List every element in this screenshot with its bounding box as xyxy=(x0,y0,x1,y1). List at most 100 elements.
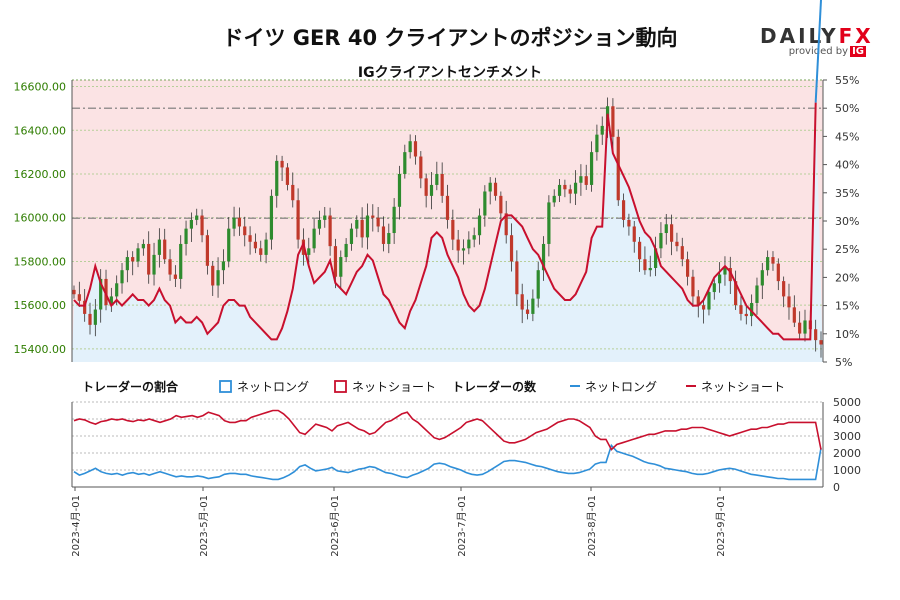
candle-body xyxy=(152,254,156,275)
candle-body xyxy=(531,298,535,314)
right-axis-tick: 50% xyxy=(835,102,859,115)
candle-body xyxy=(333,246,338,277)
left-axis-tick: 15800.00 xyxy=(14,255,67,268)
x-axis-tick: 2023-8月-01 xyxy=(586,495,598,557)
candle-body xyxy=(691,276,695,297)
left-axis-tick: 16400.00 xyxy=(14,124,67,137)
candle-body xyxy=(381,226,386,244)
candle-body xyxy=(771,257,775,264)
candle-body xyxy=(766,257,770,271)
candle-body xyxy=(328,215,332,247)
candle-body xyxy=(520,294,524,310)
candle-body xyxy=(349,228,354,244)
candle-body xyxy=(659,233,663,249)
candle-body xyxy=(376,217,380,227)
candle-body xyxy=(483,191,487,216)
candle-body xyxy=(419,156,423,179)
candle-body xyxy=(83,300,87,314)
candle-body xyxy=(616,136,620,201)
candle-body xyxy=(627,219,631,227)
candle-body xyxy=(573,182,578,194)
candle-body xyxy=(584,176,588,185)
candle-body xyxy=(136,248,140,262)
right-axis-tick: 5% xyxy=(835,356,852,369)
candle-body xyxy=(621,200,626,220)
candle-body xyxy=(253,241,258,249)
candle-body xyxy=(157,239,161,255)
candle-body xyxy=(285,167,290,185)
legend-count-title: トレーダーの数 xyxy=(452,379,537,394)
candle-body xyxy=(739,305,743,314)
legend-long-count-label: ネットロング xyxy=(585,380,657,394)
candle-body xyxy=(803,320,807,334)
candle-body xyxy=(445,195,450,220)
legend-ratio-title: トレーダーの割合 xyxy=(82,379,179,394)
candle-body xyxy=(168,259,172,275)
right-axis-tick: 15% xyxy=(835,300,859,313)
left-axis-tick: 15600.00 xyxy=(14,299,67,312)
candle-body xyxy=(472,235,476,240)
candle-body xyxy=(611,106,615,137)
candle-body xyxy=(632,226,636,242)
candle-body xyxy=(680,246,684,260)
candle-body xyxy=(456,239,460,251)
candle-body xyxy=(88,313,92,325)
candle-body xyxy=(115,283,119,297)
candle-body xyxy=(712,283,716,293)
candle-body xyxy=(467,239,471,249)
candle-body xyxy=(643,259,647,271)
candle-body xyxy=(525,309,530,314)
candle-body xyxy=(819,340,823,345)
x-axis-tick: 2023-6月-01 xyxy=(329,495,341,557)
candle-body xyxy=(243,226,247,236)
candle-body xyxy=(600,125,604,135)
candle-body xyxy=(259,248,263,255)
candle-body xyxy=(280,160,284,168)
candle-body xyxy=(205,235,209,266)
candle-body xyxy=(477,215,482,236)
candle-body xyxy=(755,285,759,303)
candle-body xyxy=(509,235,514,262)
left-axis-tick: 16000.00 xyxy=(14,212,67,225)
candle-body xyxy=(696,296,700,306)
candle-body xyxy=(589,152,594,185)
candle-body xyxy=(552,195,556,203)
candle-body xyxy=(200,215,204,236)
candle-body xyxy=(798,322,802,334)
candle-body xyxy=(221,261,225,271)
candle-body xyxy=(392,206,396,234)
candle-body xyxy=(125,257,129,271)
right-axis-tick: 10% xyxy=(835,328,859,341)
candle-body xyxy=(344,243,348,258)
candle-body xyxy=(814,329,818,341)
candle-body xyxy=(424,178,428,196)
candle-body xyxy=(760,270,764,286)
candle-body xyxy=(141,243,145,249)
candle-body xyxy=(211,265,215,286)
candle-body xyxy=(675,241,679,247)
candle-body xyxy=(179,243,183,279)
candle-body xyxy=(750,302,754,317)
candle-body xyxy=(648,268,652,271)
candle-body xyxy=(371,215,375,218)
candle-body xyxy=(248,235,252,242)
candle-body xyxy=(232,217,236,229)
net-long-count-line xyxy=(73,443,822,481)
net-short-count-line xyxy=(73,409,822,451)
candle-body xyxy=(504,213,508,236)
count-axis-tick: 3000 xyxy=(833,430,861,443)
candle-body xyxy=(776,263,780,282)
count-axis-tick: 4000 xyxy=(833,413,861,426)
candle-body xyxy=(707,292,711,310)
candle-body xyxy=(792,307,796,323)
candle-body xyxy=(653,248,658,268)
candle-body xyxy=(307,248,311,255)
candle-body xyxy=(664,224,668,234)
candle-body xyxy=(541,243,546,271)
right-axis-tick: 55% xyxy=(835,74,859,87)
candle-body xyxy=(397,174,402,207)
candle-body xyxy=(728,268,732,282)
legend-long-label: ネットロング xyxy=(237,380,309,394)
candle-body xyxy=(163,239,167,260)
candle-body xyxy=(387,233,391,244)
